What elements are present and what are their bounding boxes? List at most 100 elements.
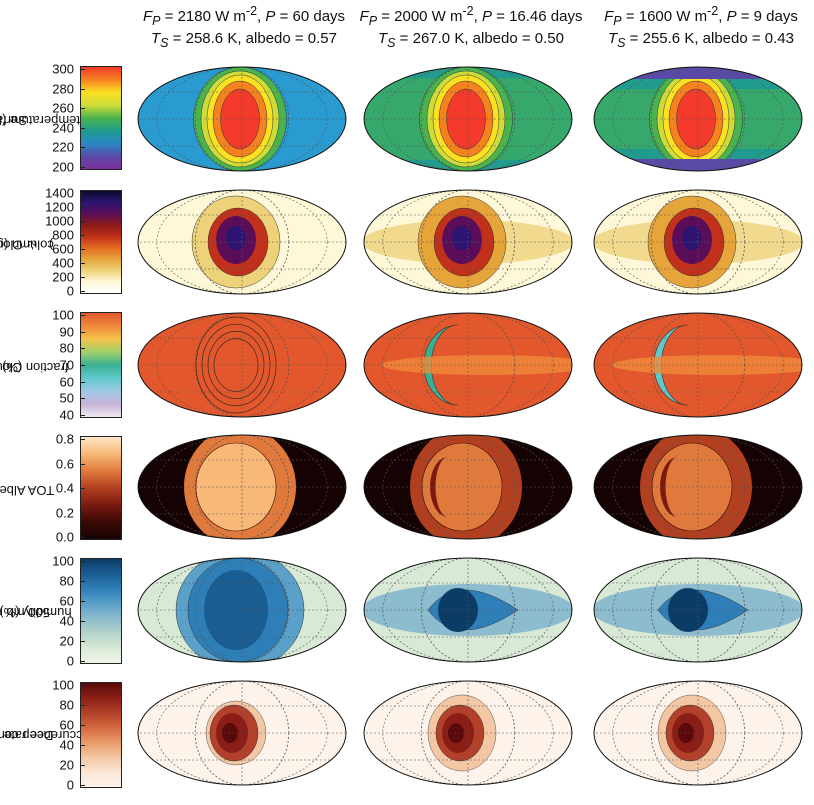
map-dc-c bbox=[592, 679, 804, 787]
map-alb-b bbox=[362, 433, 574, 541]
tick-mark bbox=[80, 249, 85, 250]
tick-label: 60 bbox=[59, 374, 74, 390]
map-temp-a bbox=[136, 65, 348, 173]
tick-mark bbox=[80, 488, 85, 489]
tick-label: 80 bbox=[59, 340, 74, 356]
map-outline bbox=[593, 680, 803, 786]
tick-label: 40 bbox=[59, 407, 74, 423]
colorbar-toa-albedo bbox=[80, 436, 122, 540]
map-outline bbox=[593, 189, 803, 295]
tick-label: 0.2 bbox=[55, 505, 74, 520]
tick-mark bbox=[80, 398, 85, 400]
tick-mark bbox=[80, 463, 85, 465]
row-label-humidity: 500 mb relativehumidity (%) bbox=[0, 604, 72, 620]
tick-label: 800 bbox=[52, 227, 74, 243]
tick-mark bbox=[80, 765, 85, 766]
map-temp-b bbox=[362, 65, 574, 173]
map-outline bbox=[137, 557, 347, 663]
tick-label: 40 bbox=[59, 737, 74, 753]
tick-mark bbox=[80, 601, 85, 602]
tick-label: 280 bbox=[52, 81, 74, 97]
tick-label: 100 bbox=[52, 677, 74, 693]
tick-label: 50 bbox=[59, 390, 74, 406]
tick-mark bbox=[80, 88, 85, 90]
column-title-2: FP = 2000 W m-2, P = 16.46 days TS = 267… bbox=[359, 4, 583, 50]
colorbar-deep-convection bbox=[80, 682, 122, 788]
tick-label: 90 bbox=[59, 324, 74, 340]
map-cw-a bbox=[136, 188, 348, 296]
tick-label: 260 bbox=[52, 100, 74, 116]
tick-mark bbox=[80, 512, 85, 514]
tick-mark bbox=[80, 725, 85, 726]
graticule bbox=[364, 313, 572, 417]
tick-label: 220 bbox=[52, 139, 74, 155]
tick-label: 0.6 bbox=[55, 456, 74, 471]
graticule bbox=[138, 313, 346, 417]
map-temp-c bbox=[592, 65, 804, 173]
map-field bbox=[594, 681, 802, 785]
tick-label: 200 bbox=[52, 159, 74, 175]
tick-mark bbox=[80, 167, 85, 168]
map-outline bbox=[363, 312, 573, 418]
map-rh-a bbox=[136, 556, 348, 664]
tick-label: 200 bbox=[52, 269, 74, 285]
graticule bbox=[138, 67, 346, 171]
graticule bbox=[364, 435, 572, 539]
map-outline bbox=[593, 312, 803, 418]
graticule bbox=[364, 558, 572, 662]
graticule bbox=[594, 435, 802, 539]
map-rh-b bbox=[362, 556, 574, 664]
tick-label: 0 bbox=[66, 777, 74, 793]
colorbar-cloud-fraction bbox=[80, 312, 122, 418]
map-outline bbox=[363, 680, 573, 786]
map-dc-a bbox=[136, 679, 348, 787]
colorbar-cloud-water bbox=[80, 190, 122, 294]
tick-mark bbox=[80, 745, 85, 746]
map-cw-c bbox=[592, 188, 804, 296]
map-outline bbox=[363, 434, 573, 540]
tick-mark bbox=[80, 331, 85, 333]
column-title-1: FP = 2180 W m-2, P = 60 days TS = 258.6 … bbox=[142, 4, 346, 50]
tick-mark bbox=[80, 381, 85, 383]
map-outline bbox=[363, 557, 573, 663]
tick-mark bbox=[80, 127, 85, 129]
tick-label: 600 bbox=[52, 241, 74, 257]
tick-label: 40 bbox=[59, 613, 74, 629]
map-outline bbox=[137, 66, 347, 172]
row-label-cloud-fraction: Cloudfraction (%) bbox=[0, 359, 69, 375]
graticule bbox=[138, 190, 346, 294]
map-cf-c bbox=[592, 311, 804, 419]
graticule bbox=[364, 681, 572, 785]
tick-mark bbox=[80, 193, 85, 194]
graticule bbox=[594, 67, 802, 171]
tick-mark bbox=[80, 561, 85, 562]
tick-mark bbox=[80, 207, 85, 208]
tick-mark bbox=[80, 685, 85, 686]
tick-label: 0.0 bbox=[55, 529, 74, 545]
map-cf-b bbox=[362, 311, 574, 419]
tick-mark bbox=[80, 348, 85, 350]
tick-mark bbox=[80, 69, 85, 70]
map-outline bbox=[137, 312, 347, 418]
tick-label: 300 bbox=[52, 61, 74, 77]
map-outline bbox=[137, 189, 347, 295]
map-cf-a bbox=[136, 311, 348, 419]
map-outline bbox=[137, 434, 347, 540]
tick-mark bbox=[80, 705, 85, 706]
graticule bbox=[594, 558, 802, 662]
tick-label: 400 bbox=[52, 255, 74, 271]
colorbar-humidity bbox=[80, 558, 122, 664]
map-rh-c bbox=[592, 556, 804, 664]
map-outline bbox=[363, 66, 573, 172]
map-outline bbox=[593, 557, 803, 663]
map-cw-b bbox=[362, 188, 574, 296]
row-label-cloud-water: Cloud watercolumn (g m-2) bbox=[0, 237, 55, 253]
tick-mark bbox=[80, 277, 85, 278]
tick-mark bbox=[80, 581, 85, 582]
graticule bbox=[364, 67, 572, 171]
map-outline bbox=[137, 680, 347, 786]
row-label-surface-temperature: Surfacetemperature (K) bbox=[0, 112, 81, 128]
tick-label: 60 bbox=[59, 717, 74, 733]
tick-mark bbox=[80, 291, 85, 292]
row-label-toa-albedo: TOA Albedo bbox=[0, 482, 55, 498]
